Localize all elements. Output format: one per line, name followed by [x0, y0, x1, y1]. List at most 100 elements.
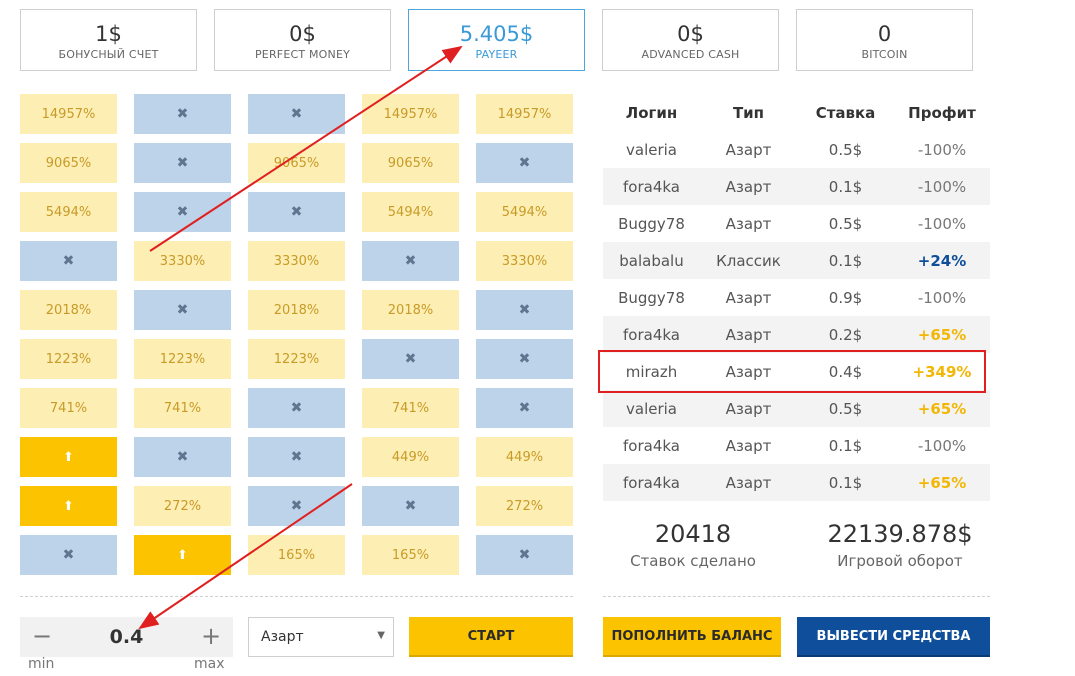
- close-icon: ✖: [290, 400, 303, 416]
- profit-cell: -100%: [917, 214, 967, 233]
- multiplier-cell[interactable]: 741%: [134, 388, 231, 428]
- table-row: valeria Азарт 0.5$ -100%: [603, 131, 990, 168]
- max-bet-link[interactable]: max: [194, 656, 225, 672]
- lost-cell[interactable]: ✖: [134, 143, 231, 183]
- lost-cell[interactable]: ✖: [248, 486, 345, 526]
- multiplier-cell[interactable]: 2018%: [362, 290, 459, 330]
- bet-amount-value[interactable]: 0.4: [109, 626, 144, 648]
- increase-bet-button[interactable]: +: [201, 622, 222, 650]
- lost-cell[interactable]: ✖: [362, 486, 459, 526]
- multiplier-cell[interactable]: 165%: [362, 535, 459, 575]
- bet-cell: 0.5$: [828, 214, 863, 233]
- chosen-cell[interactable]: ⬆: [20, 486, 117, 526]
- multiplier-cell[interactable]: 449%: [362, 437, 459, 477]
- deposit-button[interactable]: ПОПОЛНИТЬ БАЛАНС: [603, 617, 781, 657]
- multiplier-cell[interactable]: 2018%: [20, 290, 117, 330]
- column-header-profit: Профит: [908, 103, 976, 122]
- multiplier-cell[interactable]: 14957%: [362, 94, 459, 134]
- lost-cell[interactable]: ✖: [134, 290, 231, 330]
- multiplier-label: 741%: [163, 400, 202, 416]
- lost-cell[interactable]: ✖: [476, 290, 573, 330]
- multiplier-label: 1223%: [273, 351, 320, 367]
- chosen-cell[interactable]: ⬆: [134, 535, 231, 575]
- multiplier-cell[interactable]: 14957%: [476, 94, 573, 134]
- turnover-value: 22139.878$: [827, 520, 973, 548]
- lost-cell[interactable]: ✖: [134, 94, 231, 134]
- lost-cell[interactable]: ✖: [248, 437, 345, 477]
- multiplier-cell[interactable]: 741%: [362, 388, 459, 428]
- multiplier-cell[interactable]: 1223%: [20, 339, 117, 379]
- lost-cell[interactable]: ✖: [20, 535, 117, 575]
- multiplier-cell[interactable]: 3330%: [134, 241, 231, 281]
- multiplier-cell[interactable]: 1223%: [248, 339, 345, 379]
- type-cell: Азарт: [725, 214, 772, 233]
- multiplier-label: 5494%: [387, 204, 434, 220]
- multiplier-label: 741%: [391, 400, 430, 416]
- mode-select[interactable]: Азарт ▼: [248, 617, 394, 657]
- balance-bonus[interactable]: 1$ БОНУСНЫЙ СЧЕТ: [20, 9, 197, 71]
- login-cell: fora4ka: [623, 325, 680, 344]
- multiplier-cell[interactable]: 3330%: [248, 241, 345, 281]
- withdraw-button[interactable]: ВЫВЕСТИ СРЕДСТВА: [797, 617, 990, 657]
- type-cell: Классик: [716, 251, 781, 270]
- lost-cell[interactable]: ✖: [362, 339, 459, 379]
- lost-cell[interactable]: ✖: [134, 437, 231, 477]
- multiplier-cell[interactable]: 9065%: [248, 143, 345, 183]
- multiplier-cell[interactable]: 449%: [476, 437, 573, 477]
- multiplier-label: 9065%: [45, 155, 92, 171]
- multiplier-cell[interactable]: 5494%: [362, 192, 459, 232]
- type-cell: Азарт: [725, 473, 772, 492]
- lost-cell[interactable]: ✖: [476, 339, 573, 379]
- multiplier-cell[interactable]: 2018%: [248, 290, 345, 330]
- chevron-down-icon: ▼: [377, 630, 385, 641]
- close-icon: ✖: [404, 253, 417, 269]
- multiplier-cell[interactable]: 9065%: [20, 143, 117, 183]
- lost-cell[interactable]: ✖: [476, 388, 573, 428]
- lost-cell[interactable]: ✖: [362, 241, 459, 281]
- divider: [20, 596, 573, 597]
- lost-cell[interactable]: ✖: [20, 241, 117, 281]
- chosen-cell[interactable]: ⬆: [20, 437, 117, 477]
- lost-cell[interactable]: ✖: [248, 192, 345, 232]
- table-row: balabalu Классик 0.1$ +24%: [603, 242, 990, 279]
- balance-advanced-cash[interactable]: 0$ ADVANCED CASH: [602, 9, 779, 71]
- balance-amount: 0: [877, 22, 892, 46]
- balance-bitcoin[interactable]: 0 BITCOIN: [796, 9, 973, 71]
- balance-label: PERFECT MONEY: [254, 48, 351, 61]
- close-icon: ✖: [404, 351, 417, 367]
- lost-cell[interactable]: ✖: [248, 94, 345, 134]
- multiplier-label: 2018%: [387, 302, 434, 318]
- balance-payeer[interactable]: 5.405$ PAYEER: [408, 9, 585, 71]
- start-button[interactable]: СТАРТ: [409, 617, 573, 657]
- multiplier-cell[interactable]: 272%: [476, 486, 573, 526]
- decrease-bet-button[interactable]: −: [32, 622, 53, 650]
- lost-cell[interactable]: ✖: [476, 535, 573, 575]
- bets-made-value: 20418: [654, 520, 732, 548]
- column-header-login: Логин: [625, 103, 678, 122]
- multiplier-label: 165%: [391, 547, 430, 563]
- multiplier-cell[interactable]: 5494%: [476, 192, 573, 232]
- lost-cell[interactable]: ✖: [134, 192, 231, 232]
- bet-cell: 0.1$: [828, 436, 863, 455]
- multiplier-cell[interactable]: 165%: [248, 535, 345, 575]
- min-bet-link[interactable]: min: [28, 656, 55, 672]
- multiplier-cell[interactable]: 9065%: [362, 143, 459, 183]
- multiplier-cell[interactable]: 272%: [134, 486, 231, 526]
- multiplier-cell[interactable]: 5494%: [20, 192, 117, 232]
- close-icon: ✖: [176, 155, 189, 171]
- close-icon: ✖: [518, 302, 531, 318]
- table-row: fora4ka Азарт 0.1$ -100%: [603, 168, 990, 205]
- multiplier-label: 14957%: [383, 106, 438, 122]
- lost-cell[interactable]: ✖: [476, 143, 573, 183]
- close-icon: ✖: [518, 351, 531, 367]
- turnover-caption: Игровой оборот: [837, 552, 963, 570]
- balance-perfect-money[interactable]: 0$ PERFECT MONEY: [214, 9, 391, 71]
- close-icon: ✖: [404, 498, 417, 514]
- multiplier-cell[interactable]: 1223%: [134, 339, 231, 379]
- lost-cell[interactable]: ✖: [248, 388, 345, 428]
- multiplier-cell[interactable]: 741%: [20, 388, 117, 428]
- multiplier-cell[interactable]: 14957%: [20, 94, 117, 134]
- login-cell: balabalu: [619, 251, 684, 270]
- multiplier-cell[interactable]: 3330%: [476, 241, 573, 281]
- annotation-highlight-box: [598, 350, 986, 393]
